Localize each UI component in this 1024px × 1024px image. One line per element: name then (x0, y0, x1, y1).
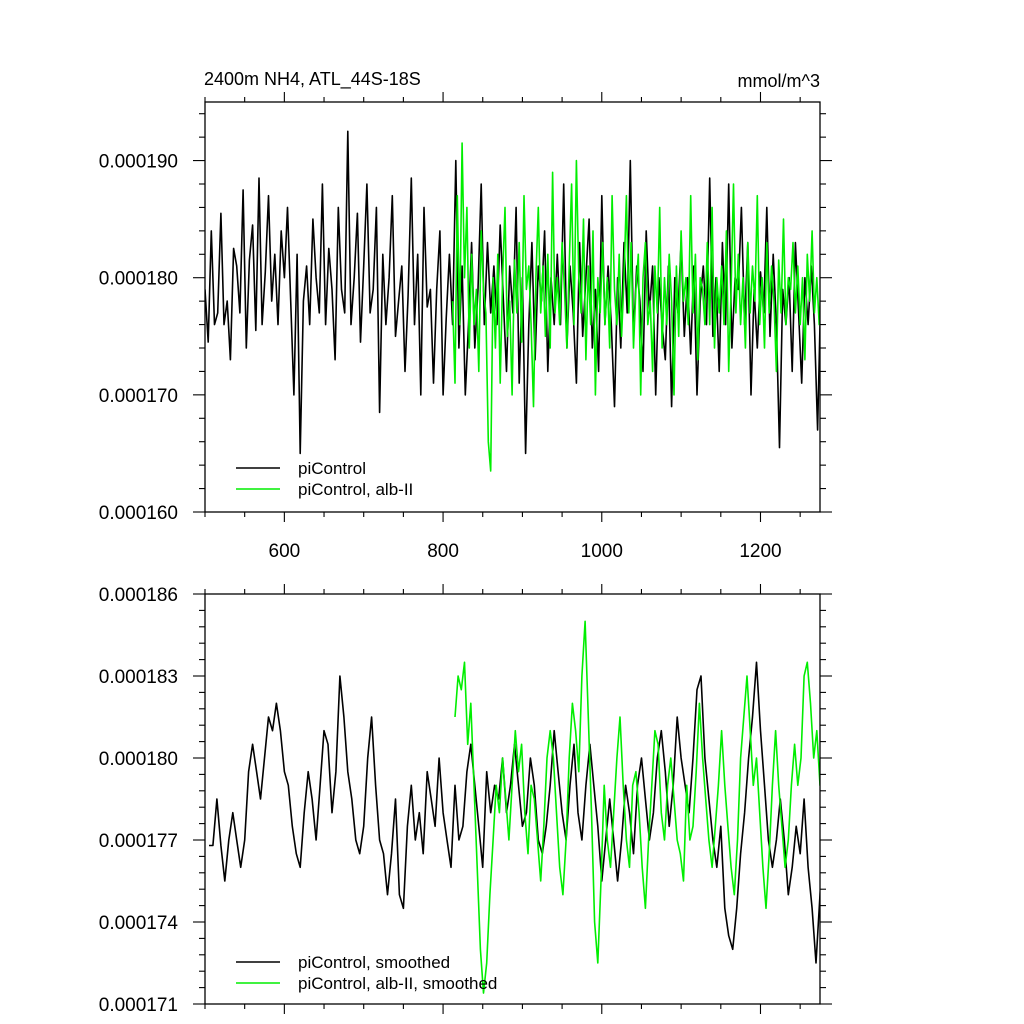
y-tick-label: 0.000171 (99, 995, 178, 1016)
y-tick-label: 0.000174 (99, 913, 179, 934)
bottom-panel: 0.000171 0.000174 0.000177 0.000180 0.000183… (99, 584, 832, 1016)
plot-frame (204, 101, 821, 513)
series-line-green (451, 142, 820, 472)
top-panel: 2400m NH4, ATL_44S-18S mmol/m^3 600 800 10… (99, 69, 832, 562)
y-tick-label: 0.000160 (99, 503, 178, 524)
x-tick-label: 600 (269, 541, 301, 562)
y-tick-label: 0.000186 (99, 585, 178, 606)
legend-label: piControl (298, 459, 366, 478)
units-label: mmol/m^3 (738, 71, 820, 91)
series-line-green (454, 620, 820, 994)
legend-label: piControl, smoothed (298, 953, 450, 972)
y-tick-label: 0.000170 (99, 386, 178, 407)
series-line-black (209, 661, 820, 964)
x-tick-label: 800 (427, 541, 459, 562)
y-tick-label: 0.000183 (99, 667, 178, 688)
plot-frame (204, 593, 821, 1005)
legend-label: piControl, alb-II, smoothed (298, 974, 497, 993)
y-tick-label: 0.000190 (99, 152, 178, 173)
legend-label: piControl, alb-II (298, 480, 413, 499)
x-tick-label: 1000 (581, 541, 623, 562)
y-tick-label: 0.000180 (99, 749, 178, 770)
x-tick-label: 1200 (739, 541, 781, 562)
y-tick-label: 0.000180 (99, 269, 178, 290)
chart-title: 2400m NH4, ATL_44S-18S (204, 69, 421, 90)
y-tick-label: 0.000177 (99, 831, 178, 852)
